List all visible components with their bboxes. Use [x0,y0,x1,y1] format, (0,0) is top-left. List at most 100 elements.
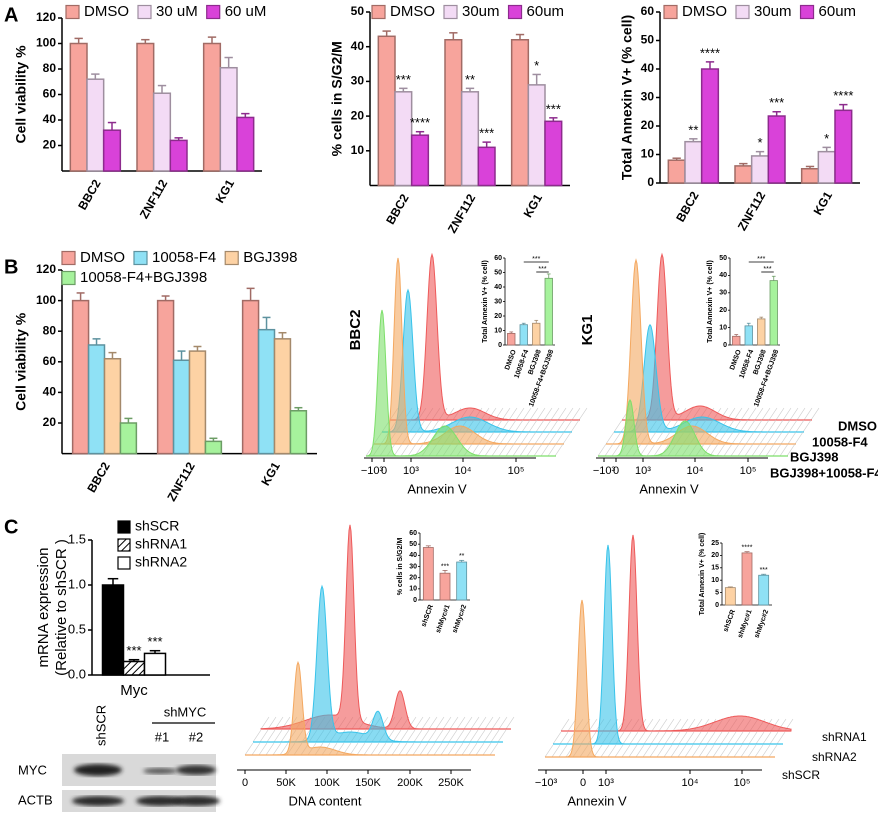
y-tick-label: 0 [413,597,417,604]
bar [757,318,766,346]
plane-hatch [413,729,423,743]
plane-hatch [536,407,546,421]
plane-hatch [738,431,748,445]
y-tick-label: 20 [494,313,502,320]
x-tick-label: KG1 [521,191,546,220]
plane-hatch [265,742,275,756]
x-tick-label: 10⁵ [734,777,751,789]
plane-hatch [483,729,493,743]
y-tick-label: 40 [719,272,727,279]
bar [544,120,563,187]
legend-swatch [206,4,221,20]
error-bar [107,577,119,585]
x-tick-label: 100K [314,777,340,789]
plane-hatch [412,742,422,756]
significance-label: * [757,135,762,150]
plane-hatch [712,744,722,758]
bar [101,584,125,676]
x-tick-label: 10⁵ [508,465,525,477]
plane-hatch [776,731,786,745]
bar [257,328,276,455]
plane-hatch [244,742,254,756]
plane-hatch [555,431,565,445]
plane-hatch [600,744,610,758]
error-bar [207,36,217,44]
plane-hatch [751,443,761,457]
y-axis-label: % cells in S/G2/M [397,538,404,596]
error-bar [224,56,233,68]
y-tick-label: 10 [711,577,719,584]
y-tick-label: 20 [719,307,727,314]
bar [734,165,753,184]
plane-hatch [753,419,763,433]
plane-hatch [724,431,734,445]
error-bar [546,273,551,279]
y-tick-label: 40 [494,284,502,291]
plane-hatch [774,419,784,433]
plane-hatch [788,419,798,433]
plane-hatch [597,443,607,457]
plane-hatch [744,443,754,457]
x-tick-label: −10³ [361,465,384,477]
blot-lane-label: shSCR [93,705,108,746]
bar [119,422,138,455]
plane-hatch [363,742,373,756]
plane-hatch [258,742,268,756]
bar [667,159,686,184]
legend-label: BGJ398+10058-F4 [770,465,878,480]
plane-hatch [723,443,733,457]
plane-hatch [748,731,758,745]
x-tick-label: 10³ [403,465,419,477]
legend-swatch [371,4,386,20]
error-bar [549,117,558,122]
plane-hatch [433,742,443,756]
plane-hatch [731,431,741,445]
bar [758,574,770,606]
plane-hatch [391,742,401,756]
error-bar [755,150,765,156]
x-tick-label: −10³ [593,465,616,477]
histogram-layer [252,584,507,743]
plane-hatch [554,443,564,457]
x-axis-label: Annexin V [407,481,467,496]
legend-label: DMSO [84,3,129,20]
plane-hatch [434,729,444,743]
bar [410,134,430,187]
plane-hatch [427,729,437,743]
bar [219,66,238,172]
error-bar [399,87,408,92]
blot-band [172,796,220,806]
y-tick-label: 30 [719,290,727,297]
plane-hatch [593,744,603,758]
plane-hatch [442,716,452,730]
x-tick-label: 10⁵ [740,465,757,477]
legend-swatch [65,4,80,20]
error-bar [294,406,303,411]
histogram-peak [545,599,775,758]
plane-hatch [622,731,632,745]
plane-hatch [765,443,775,457]
significance-label: * [534,58,539,73]
plane-hatch [420,729,430,743]
significance-label: ** [465,72,475,87]
error-bar [822,146,831,152]
plane-hatch [273,729,283,743]
bar [460,91,480,187]
bar [532,322,541,346]
plane-hatch [643,731,653,745]
y-axis-label: Total Annexin V+ (% cell) [619,15,635,180]
plane-hatch [528,419,538,433]
plane-hatch [779,443,789,457]
legend-label: shRNA1 [135,536,187,552]
plane-hatch [533,443,543,457]
x-tick-label: 150K [355,777,381,789]
plane-hatch [272,742,282,756]
significance-label: *** [126,643,141,658]
plane-hatch [794,431,804,445]
significance-label: *** [763,266,771,273]
plane-hatch [529,407,539,421]
blot-row-label: ACTB [18,792,53,807]
x-tick-label: 0 [580,777,586,789]
x-tick-label: BBC2 [75,177,104,213]
bar [202,42,222,172]
